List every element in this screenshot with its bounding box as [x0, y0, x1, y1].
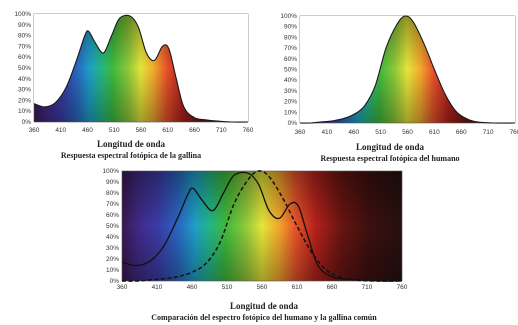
x-axis-label: Longitud de onda [262, 142, 518, 152]
y-tick-label: 20% [106, 256, 119, 263]
y-tick-label: 30% [18, 87, 31, 94]
y-tick-label: 100% [280, 13, 297, 20]
x-axis-label: Longitud de onda [104, 301, 424, 311]
x-tick-label: 510 [375, 129, 386, 136]
x-tick-label: 760 [397, 284, 408, 291]
y-tick-label: 70% [106, 201, 119, 208]
x-tick-label: 760 [510, 129, 518, 136]
y-tick-label: 30% [284, 88, 297, 95]
x-tick-label: 460 [82, 127, 93, 134]
y-tick-label: 10% [284, 109, 297, 116]
chart-caption: Comparación del espectro fotópico del hu… [104, 313, 424, 322]
y-tick-label: 20% [18, 97, 31, 104]
chart-caption: Respuesta espectral fotópica de la galli… [0, 151, 262, 160]
comparison-spectral-panel: 100% 90% 80% 70% 60% 50% 40% 30% 20% 10% 0% 360 410 4… [104, 165, 424, 325]
y-tick-label: 0% [288, 120, 298, 127]
x-tick-label: 410 [55, 127, 66, 134]
human-spectral-chart: 100% 90% 80% 70% 60% 50% 40% 30% 20% 10% 0% 360 410 4… [262, 0, 518, 142]
y-tick-label: 10% [18, 108, 31, 115]
y-tick-label: 40% [284, 77, 297, 84]
x-tick-label: 410 [152, 284, 163, 291]
x-tick-label: 760 [243, 127, 254, 134]
comparison-spectral-chart: 100%90%80%70%60%50%40%30%20%10%0%360 410 4… [104, 165, 424, 297]
y-tick-label: 90% [18, 22, 31, 29]
y-tick-label: 40% [18, 76, 31, 83]
y-tick-label: 60% [106, 212, 119, 219]
x-tick-label: 510 [222, 284, 233, 291]
y-tick-label: 10% [106, 267, 119, 274]
x-tick-label: 410 [321, 129, 332, 136]
human-spectral-panel: 100% 90% 80% 70% 60% 50% 40% 30% 20% 10% 0% 360 410 4… [262, 0, 518, 168]
y-tick-label: 0% [22, 119, 32, 126]
y-tick-label: 50% [284, 67, 297, 74]
y-tick-label: 60% [284, 56, 297, 63]
x-tick-label: 460 [187, 284, 198, 291]
y-tick-label: 40% [106, 234, 119, 241]
chart-caption: Respuesta espectral fotópica del humano [262, 154, 518, 163]
y-tick-label: 60% [18, 54, 31, 61]
y-tick-label: 100% [14, 11, 31, 18]
hen-spectral-chart: 100% 90% 80% 70% 60% 50% 40% 30% 20% 10% 0%360 410 4… [0, 0, 262, 142]
x-tick-label: 560 [257, 284, 268, 291]
y-tick-label: 90% [284, 24, 297, 31]
y-tick-label: 70% [18, 43, 31, 50]
y-tick-label: 70% [284, 45, 297, 52]
y-tick-label: 80% [106, 190, 119, 197]
x-tick-label: 710 [483, 129, 494, 136]
y-tick-label: 100% [102, 168, 119, 175]
y-tick-label: 30% [106, 245, 119, 252]
x-tick-label: 510 [109, 127, 120, 134]
y-tick-label: 50% [106, 223, 119, 230]
x-tick-label: 360 [295, 129, 306, 136]
x-tick-label: 660 [456, 129, 467, 136]
x-tick-label: 660 [327, 284, 338, 291]
hen-spectral-panel: 100% 90% 80% 70% 60% 50% 40% 30% 20% 10% 0% 360 410 4… [0, 0, 262, 165]
x-tick-label: 560 [136, 127, 147, 134]
x-tick-label: 360 [29, 127, 40, 134]
x-tick-label: 610 [162, 127, 173, 134]
x-tick-label: 360 [117, 284, 128, 291]
x-tick-label: 610 [429, 129, 440, 136]
x-tick-label: 460 [348, 129, 359, 136]
x-tick-label: 710 [216, 127, 227, 134]
x-axis-label: Longitud de onda [0, 139, 262, 149]
y-tick-label: 90% [106, 179, 119, 186]
x-tick-label: 610 [292, 284, 303, 291]
y-tick-label: 50% [18, 65, 31, 72]
y-tick-label: 80% [18, 33, 31, 40]
x-tick-label: 560 [402, 129, 413, 136]
y-tick-label: 20% [284, 99, 297, 106]
y-tick-label: 80% [284, 34, 297, 41]
x-tick-label: 710 [362, 284, 373, 291]
spectrum-shading [122, 171, 402, 281]
x-tick-label: 660 [189, 127, 200, 134]
